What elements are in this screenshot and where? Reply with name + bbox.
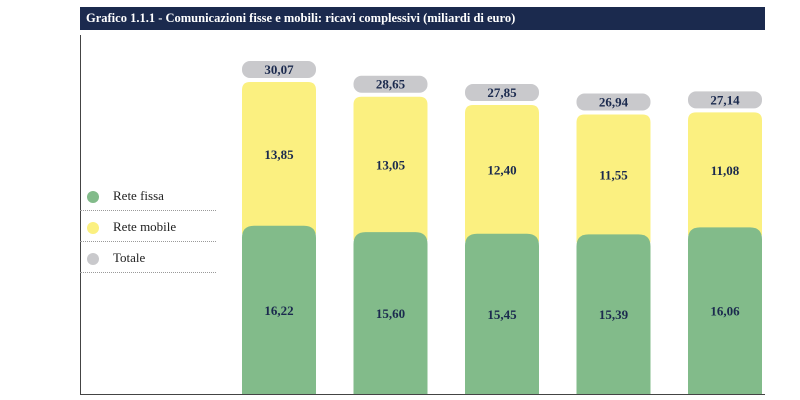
- baseline: [80, 394, 765, 395]
- left-frame-line: [80, 35, 81, 395]
- bar-group-5: 16,06 11,08 27,14: [688, 91, 762, 394]
- legend-label-totale: Totale: [113, 250, 146, 265]
- total-badge-3: [465, 84, 539, 102]
- bar-rete-mobile-2: [353, 96, 428, 241]
- total-badge-4: [576, 93, 651, 111]
- bar-group-3: 15,45 12,40 27,85: [465, 84, 539, 394]
- legend-item-rete-fissa: Rete fissa: [80, 180, 216, 211]
- total-badge-5: [688, 91, 762, 109]
- label-rete-mobile-2: 13,05: [376, 157, 406, 172]
- legend-swatch-rete-fissa: [87, 191, 99, 203]
- label-totale-1: 30,07: [264, 62, 294, 77]
- label-rete-mobile-5: 11,08: [711, 163, 740, 178]
- bar-rete-mobile-3: [465, 105, 539, 242]
- legend-item-totale: Totale: [80, 242, 216, 273]
- bar-rete-fissa-5: [688, 227, 762, 394]
- label-rete-fissa-3: 15,45: [487, 307, 517, 322]
- label-rete-fissa-1: 16,22: [264, 303, 293, 318]
- legend-label-rete-fissa: Rete fissa: [113, 188, 164, 203]
- bar-rete-fissa-2: [353, 232, 428, 394]
- legend-swatch-rete-mobile: [87, 222, 99, 234]
- label-rete-mobile-3: 12,40: [487, 162, 516, 177]
- label-rete-mobile-1: 13,85: [264, 147, 294, 162]
- total-badge-2: [353, 75, 428, 93]
- bar-rete-mobile-4: [576, 114, 651, 243]
- label-totale-5: 27,14: [710, 92, 740, 107]
- legend-item-rete-mobile: Rete mobile: [80, 211, 216, 242]
- label-rete-fissa-4: 15,39: [599, 307, 629, 322]
- bar-rete-fissa-4: [576, 234, 651, 394]
- label-totale-3: 27,85: [487, 85, 517, 100]
- legend-swatch-totale: [87, 253, 99, 265]
- bar-rete-fissa-3: [465, 233, 539, 394]
- bar-rete-mobile-1: [242, 82, 316, 234]
- bar-group-4: 15,39 11,55 26,94: [576, 93, 651, 394]
- label-rete-fissa-5: 16,06: [710, 304, 740, 319]
- legend: Rete fissa Rete mobile Totale: [80, 180, 216, 273]
- bar-rete-mobile-5: [688, 112, 762, 236]
- label-rete-mobile-4: 11,55: [599, 167, 628, 182]
- bar-group-1: 16,22 13,85 30,07: [242, 61, 316, 394]
- legend-label-rete-mobile: Rete mobile: [113, 219, 177, 234]
- chart-title: Grafico 1.1.1 - Comunicazioni fisse e mo…: [80, 7, 765, 30]
- bar-rete-fissa-1: [242, 225, 316, 394]
- label-totale-4: 26,94: [599, 94, 629, 109]
- label-totale-2: 28,65: [376, 77, 406, 92]
- label-rete-fissa-2: 15,60: [376, 306, 405, 321]
- total-badge-1: [242, 61, 316, 78]
- bar-group-2: 15,60 13,05 28,65: [353, 75, 428, 394]
